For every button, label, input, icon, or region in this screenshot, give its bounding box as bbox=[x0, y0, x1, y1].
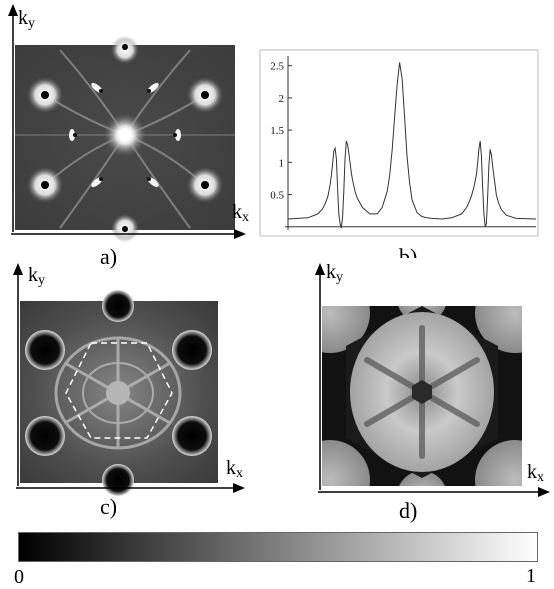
panel-d-x-axis-label: kx bbox=[527, 462, 544, 485]
panel-a-x-axis-letter: k bbox=[232, 201, 242, 223]
panel-a-density-map bbox=[8, 4, 246, 242]
panel-c-x-axis-sub: x bbox=[236, 466, 243, 481]
panel-d-y-axis-letter: k bbox=[326, 261, 336, 283]
panel-a-y-axis-letter: k bbox=[18, 7, 28, 29]
panel-c-label: c) bbox=[100, 494, 118, 519]
panel-d-x-axis-letter: k bbox=[527, 461, 537, 483]
panel-c-y-axis-letter: k bbox=[28, 264, 38, 286]
y-tick-label: 2 bbox=[279, 93, 285, 105]
panel-d-y-axis-sub: y bbox=[336, 270, 343, 285]
panel-a-label: a) bbox=[100, 244, 118, 269]
panel-d-x-axis-sub: x bbox=[537, 470, 544, 485]
y-tick-label: 2.5 bbox=[270, 61, 284, 73]
brillouin-zone-hexagon bbox=[65, 342, 173, 439]
panel-c-y-axis-label: ky bbox=[28, 265, 45, 288]
panel-c-y-axis-sub: y bbox=[38, 273, 45, 288]
panel-d-density-map bbox=[305, 258, 554, 503]
panel-a-y-axis-label: ky bbox=[18, 8, 35, 31]
panel-c-x-axis-letter: k bbox=[226, 457, 236, 479]
y-tick-label: 0.5 bbox=[270, 190, 284, 202]
panel-a-y-axis-sub: y bbox=[28, 16, 35, 31]
colorbar-max-label: 1 bbox=[526, 565, 536, 587]
panel-a-x-axis-label: kx bbox=[232, 202, 249, 225]
panel-b-frame bbox=[259, 49, 539, 237]
panel-b-line-chart: 0.5 1 1.5 2 2.5 bbox=[259, 49, 539, 237]
y-tick-label: 1.5 bbox=[270, 125, 284, 137]
panel-d-label: d) bbox=[399, 498, 418, 523]
panel-a-x-axis-sub: x bbox=[242, 210, 249, 225]
colorbar bbox=[18, 532, 538, 562]
panel-d-y-axis-label: ky bbox=[326, 262, 343, 285]
panel-c-x-axis-label: kx bbox=[226, 458, 243, 481]
colorbar-min-label: 0 bbox=[14, 566, 24, 588]
panel-c-density-map bbox=[13, 263, 245, 496]
y-tick-label: 1 bbox=[279, 157, 285, 169]
series-line bbox=[287, 62, 537, 229]
